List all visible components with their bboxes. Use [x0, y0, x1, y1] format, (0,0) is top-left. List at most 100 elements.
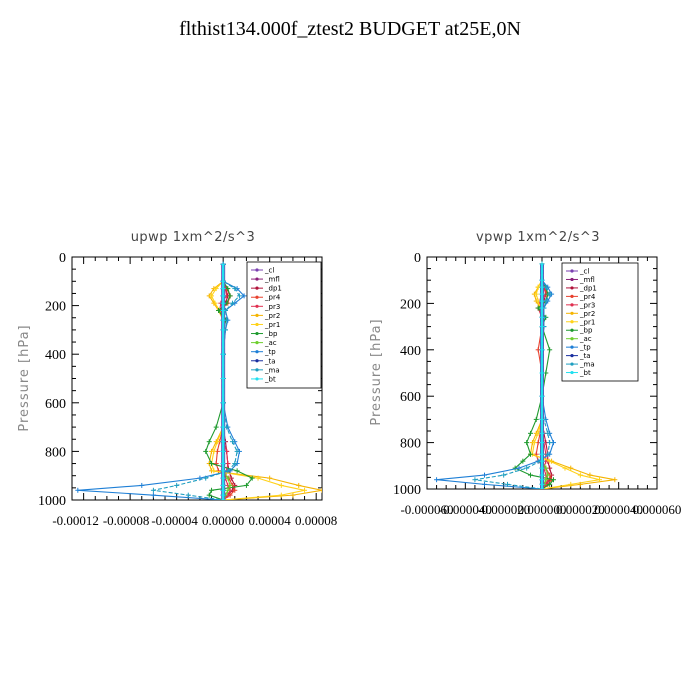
data-point-bt — [539, 430, 545, 436]
legend-marker — [570, 277, 574, 282]
legend-item: _tp — [251, 348, 276, 356]
data-point-bp — [551, 477, 556, 483]
data-point-ma — [225, 468, 231, 474]
data-point-bt — [539, 305, 545, 311]
data-point-bp — [234, 468, 240, 474]
legend-item: _bp — [566, 327, 593, 335]
legend-label: _ta — [264, 357, 276, 365]
data-point-bt — [220, 278, 226, 284]
legend-marker — [255, 295, 259, 299]
x-tick-label: 0.000000 — [518, 502, 567, 517]
data-point-bt — [220, 261, 226, 267]
y-axis-label: Pressure [hPa] — [369, 318, 384, 425]
legend-marker — [570, 303, 574, 307]
legend-item: _ac — [566, 335, 592, 343]
legend-item: _pr2 — [251, 312, 280, 320]
legend-marker — [255, 331, 259, 336]
data-point-bt — [220, 286, 226, 292]
y-tick-label: 800 — [45, 445, 66, 460]
legend-item: _bp — [251, 330, 278, 338]
data-point-bt — [220, 497, 226, 500]
data-point-pr3 — [225, 461, 231, 467]
legend-item: _cl — [251, 267, 274, 275]
data-point-bp — [206, 439, 212, 445]
legend-item: _bt — [251, 375, 276, 383]
data-point-ma — [236, 293, 242, 299]
x-tick-label: -0.000060 — [400, 502, 453, 517]
legend-label: _cl — [264, 267, 274, 275]
data-point-bt — [539, 314, 545, 320]
legend-item: _bt — [566, 369, 591, 377]
legend-marker — [255, 304, 259, 308]
data-point-bt — [220, 351, 226, 357]
legend-item: _ma — [566, 361, 595, 369]
data-point-tp — [241, 293, 247, 299]
data-point-pr1 — [533, 291, 539, 297]
legend-item: _mfl — [566, 276, 595, 284]
data-point-ma — [229, 300, 235, 306]
legend-label: _ta — [579, 352, 591, 360]
legend-label: _bp — [264, 330, 278, 338]
data-point-bt — [220, 400, 226, 406]
legend-marker — [570, 294, 574, 298]
data-point-bt — [539, 347, 545, 353]
data-point-bt — [220, 439, 226, 445]
data-point-pr1 — [278, 492, 284, 498]
data-point-pr1 — [213, 286, 219, 292]
legend-marker — [255, 286, 259, 290]
legend-label: _tp — [579, 344, 591, 352]
x-tick-label: -0.00012 — [52, 513, 99, 528]
legend-label: _mfl — [579, 276, 595, 284]
data-point-ma — [547, 440, 553, 446]
data-point-pr2 — [290, 492, 296, 498]
data-point-bp — [203, 448, 209, 454]
data-point-bp — [249, 475, 255, 481]
legend-item: _ac — [251, 339, 277, 347]
data-point-bt — [539, 261, 545, 267]
data-point-pr2 — [587, 472, 593, 478]
chart-panel-2: vpwp 1xm^2/s^3 Pressure [hPa] 0 200 400 600 80… — [369, 230, 681, 517]
y-tick-label: 600 — [45, 397, 66, 412]
data-point-tp — [139, 482, 145, 488]
x-tick-label: -0.00004 — [151, 513, 198, 528]
legend-label: _pr4 — [579, 293, 596, 301]
data-point-bt — [220, 307, 226, 313]
legend-label: _bt — [579, 369, 591, 377]
y-tick-label: 400 — [45, 348, 66, 363]
legend-item: _pr4 — [566, 293, 596, 301]
legend-label: _pr1 — [579, 318, 595, 326]
data-point-bp — [243, 482, 249, 488]
data-point-bp — [547, 481, 553, 487]
data-point-bp — [225, 286, 231, 292]
data-point-bp — [209, 487, 215, 493]
data-point-bt — [539, 416, 545, 422]
data-point-bt — [539, 370, 545, 376]
data-point-ma — [234, 448, 240, 454]
data-point-pr1 — [562, 465, 568, 471]
x-tick-label: 0.00008 — [295, 513, 337, 528]
legend-box — [246, 261, 322, 389]
data-point-tp — [516, 465, 522, 471]
data-point-bp — [213, 424, 219, 430]
data-point-ma — [185, 492, 191, 498]
y-tick-label: 0 — [414, 251, 421, 266]
series-group — [434, 261, 618, 489]
data-point-bt — [539, 277, 545, 283]
data-point-bt — [220, 475, 226, 481]
data-point-bt — [220, 376, 226, 381]
legend-label: _cl — [579, 268, 589, 276]
data-point-bp — [524, 440, 530, 446]
data-point-pr1 — [255, 475, 261, 481]
y-tick-label: 200 — [45, 300, 66, 315]
data-point-bt — [220, 327, 226, 333]
data-point-ma — [150, 487, 156, 493]
data-point-bp — [528, 430, 533, 436]
legend-marker — [570, 345, 574, 349]
data-point-ma — [547, 291, 553, 297]
data-point-bp — [206, 492, 212, 498]
legend-item: _pr3 — [251, 303, 280, 311]
legend-marker — [255, 313, 259, 317]
series-group — [75, 261, 322, 500]
chart-panel-1: upwp 1xm^2/s^3 Pressure [hPa] 0 200 400 600 80… — [17, 230, 337, 528]
data-point-bt — [539, 440, 545, 446]
